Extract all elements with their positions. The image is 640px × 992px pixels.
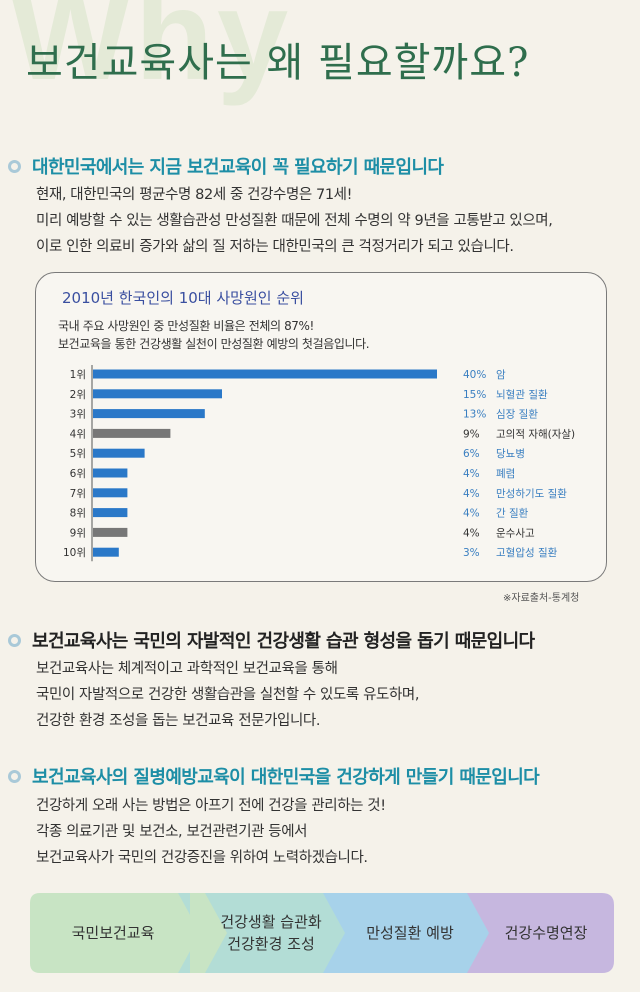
section-paragraph-3: 건강하게 오래 사는 방법은 아프기 전에 건강을 관리하는 것! 각종 의료기… — [36, 793, 386, 871]
section-heading-text: 보건교육사는 국민의 자발적인 건강생활 습관 형성을 돕기 때문입니다 — [32, 631, 535, 652]
paragraph-line: 국민이 자발적으로 건강한 생활습관을 실천할 수 있도록 유도하며, — [36, 687, 420, 703]
paragraph-line: 각종 의료기관 및 보건소, 보건관련기관 등에서 — [36, 824, 308, 840]
cause-label: 운수사고 — [496, 527, 535, 539]
bar-value-label: 4% — [463, 527, 480, 539]
rank-tick-label: 10위 — [63, 546, 86, 559]
bar-value-label: 3% — [463, 547, 480, 559]
cause-label: 당뇨병 — [496, 448, 525, 460]
rank-tick-label: 1위 — [70, 368, 86, 381]
chart-bar — [93, 369, 437, 379]
chart-panel: 2010년 한국인의 10대 사망원인 순위 국내 주요 사망원인 중 만성질환… — [35, 272, 607, 582]
cause-label: 심장 질환 — [496, 409, 538, 421]
bar-value-label: 40% — [463, 369, 486, 381]
death-cause-bar-chart: 1위 40% 암 2위 15% 뇌혈관 질환 3위 13% 심장 질환 4위 9% 고의적 자해(자살… — [63, 365, 575, 562]
data-source-note: ※자료출처-통계청 — [503, 593, 580, 604]
chart-bar — [93, 547, 119, 557]
cause-label: 암 — [496, 369, 506, 381]
bar-value-label: 6% — [463, 448, 480, 460]
flow-step-label: 국민보건교육 — [71, 924, 155, 942]
section-heading-1: 대한민국에서는 지금 보건교육이 꼭 필요하기 때문입니다 — [8, 153, 444, 179]
flow-step-2: 건강생활 습관화 건강환경 조성 — [196, 893, 346, 973]
circle-bullet-icon — [8, 633, 21, 647]
cause-label: 간 질환 — [496, 508, 529, 520]
background-watermark-word: Why — [10, 0, 293, 107]
circle-bullet-icon — [8, 769, 21, 783]
rank-tick-label: 9위 — [70, 526, 86, 539]
cause-label: 폐렴 — [496, 467, 515, 480]
rank-tick-label: 3위 — [70, 408, 86, 421]
section-heading-text: 대한민국에서는 지금 보건교육이 꼭 필요하기 때문입니다 — [32, 157, 444, 178]
bar-value-label: 15% — [463, 389, 486, 401]
flow-step-label: 건강생활 습관화 — [220, 913, 322, 931]
flow-step-label: 건강환경 조성 — [227, 935, 315, 953]
paragraph-line: 보건교육사는 체계적이고 과학적인 보건교육을 통해 — [36, 661, 338, 677]
flow-step-1-tip — [190, 893, 227, 973]
bar-value-label: 4% — [463, 488, 480, 500]
flow-step-4: 건강수명연장 — [482, 893, 610, 973]
section-heading-text: 보건교육사의 질병예방교육이 대한민국을 건강하게 만들기 때문입니다 — [32, 767, 540, 788]
paragraph-line: 미리 예방할 수 있는 생활습관성 만성질환 때문에 전체 수명의 약 9년을 … — [36, 213, 553, 229]
flow-step-4-shape — [467, 893, 614, 973]
cause-label: 뇌혈관 질환 — [496, 388, 548, 401]
page-title: 보건교육사는 왜 필요할까요? — [26, 40, 530, 86]
chart-bar — [93, 468, 128, 478]
chart-subtitle-line: 보건교육을 통한 건강생활 실천이 만성질환 예방의 첫걸음입니다. — [58, 337, 370, 351]
chart-title: 2010년 한국인의 10대 사망원인 순위 — [62, 289, 304, 307]
section-paragraph-1: 현재, 대한민국의 평균수명 82세 중 건강수명은 71세! 미리 예방할 수… — [36, 182, 553, 260]
section-paragraph-2: 보건교육사는 체계적이고 과학적인 보건교육을 통해 국민이 자발적으로 건강한… — [36, 656, 419, 734]
rank-tick-label: 7위 — [70, 487, 86, 500]
rank-tick-label: 6위 — [70, 467, 86, 480]
paragraph-line: 보건교육사가 국민의 건강증진을 위하여 노력하겠습니다. — [36, 850, 368, 866]
chart-bar — [93, 527, 128, 537]
paragraph-line: 이로 인한 의료비 증가와 삶의 질 저하는 대한민국의 큰 걱정거리가 되고 … — [36, 239, 514, 255]
section-heading-2: 보건교육사는 국민의 자발적인 건강생활 습관 형성을 돕기 때문입니다 — [8, 627, 535, 653]
flow-step-label: 만성질환 예방 — [366, 924, 454, 942]
flow-step-3: 만성질환 예방 — [340, 893, 480, 973]
cause-label: 고혈압성 질환 — [496, 546, 558, 559]
cause-label: 고의적 자해(자살) — [496, 427, 575, 440]
section-heading-3: 보건교육사의 질병예방교육이 대한민국을 건강하게 만들기 때문입니다 — [8, 763, 540, 789]
chart-subtitle-line: 국내 주요 사망원인 중 만성질환 비율은 전체의 87%! — [58, 319, 314, 333]
chart-bar — [93, 488, 128, 498]
circle-bullet-icon — [8, 159, 21, 173]
rank-tick-label: 4위 — [70, 427, 86, 440]
paragraph-line: 건강한 환경 조성을 돕는 보건교육 전문가입니다. — [36, 713, 321, 729]
cause-label: 만성하기도 질환 — [496, 487, 567, 500]
flow-step-3-shape — [323, 893, 498, 973]
chart-bar — [93, 428, 171, 438]
flow-step-label: 건강수명연장 — [504, 924, 588, 942]
flow-step-1: 국민보건교육 — [38, 893, 188, 973]
flow-step-2-shape — [178, 893, 365, 973]
bar-value-label: 9% — [463, 428, 480, 440]
bar-value-label: 13% — [463, 409, 486, 421]
bar-value-label: 4% — [463, 468, 480, 480]
chart-bar — [93, 389, 222, 399]
bar-value-label: 4% — [463, 508, 480, 520]
rank-tick-label: 2위 — [70, 388, 86, 401]
flow-step-1-shape — [30, 893, 205, 973]
paragraph-line: 건강하게 오래 사는 방법은 아프기 전에 건강을 관리하는 것! — [36, 798, 386, 814]
paragraph-line: 현재, 대한민국의 평균수명 82세 중 건강수명은 71세! — [36, 187, 353, 203]
rank-tick-label: 8위 — [70, 507, 86, 520]
chart-bar — [93, 448, 145, 458]
chart-bar — [93, 508, 128, 518]
chart-bar — [93, 409, 205, 419]
rank-tick-label: 5위 — [70, 447, 86, 460]
